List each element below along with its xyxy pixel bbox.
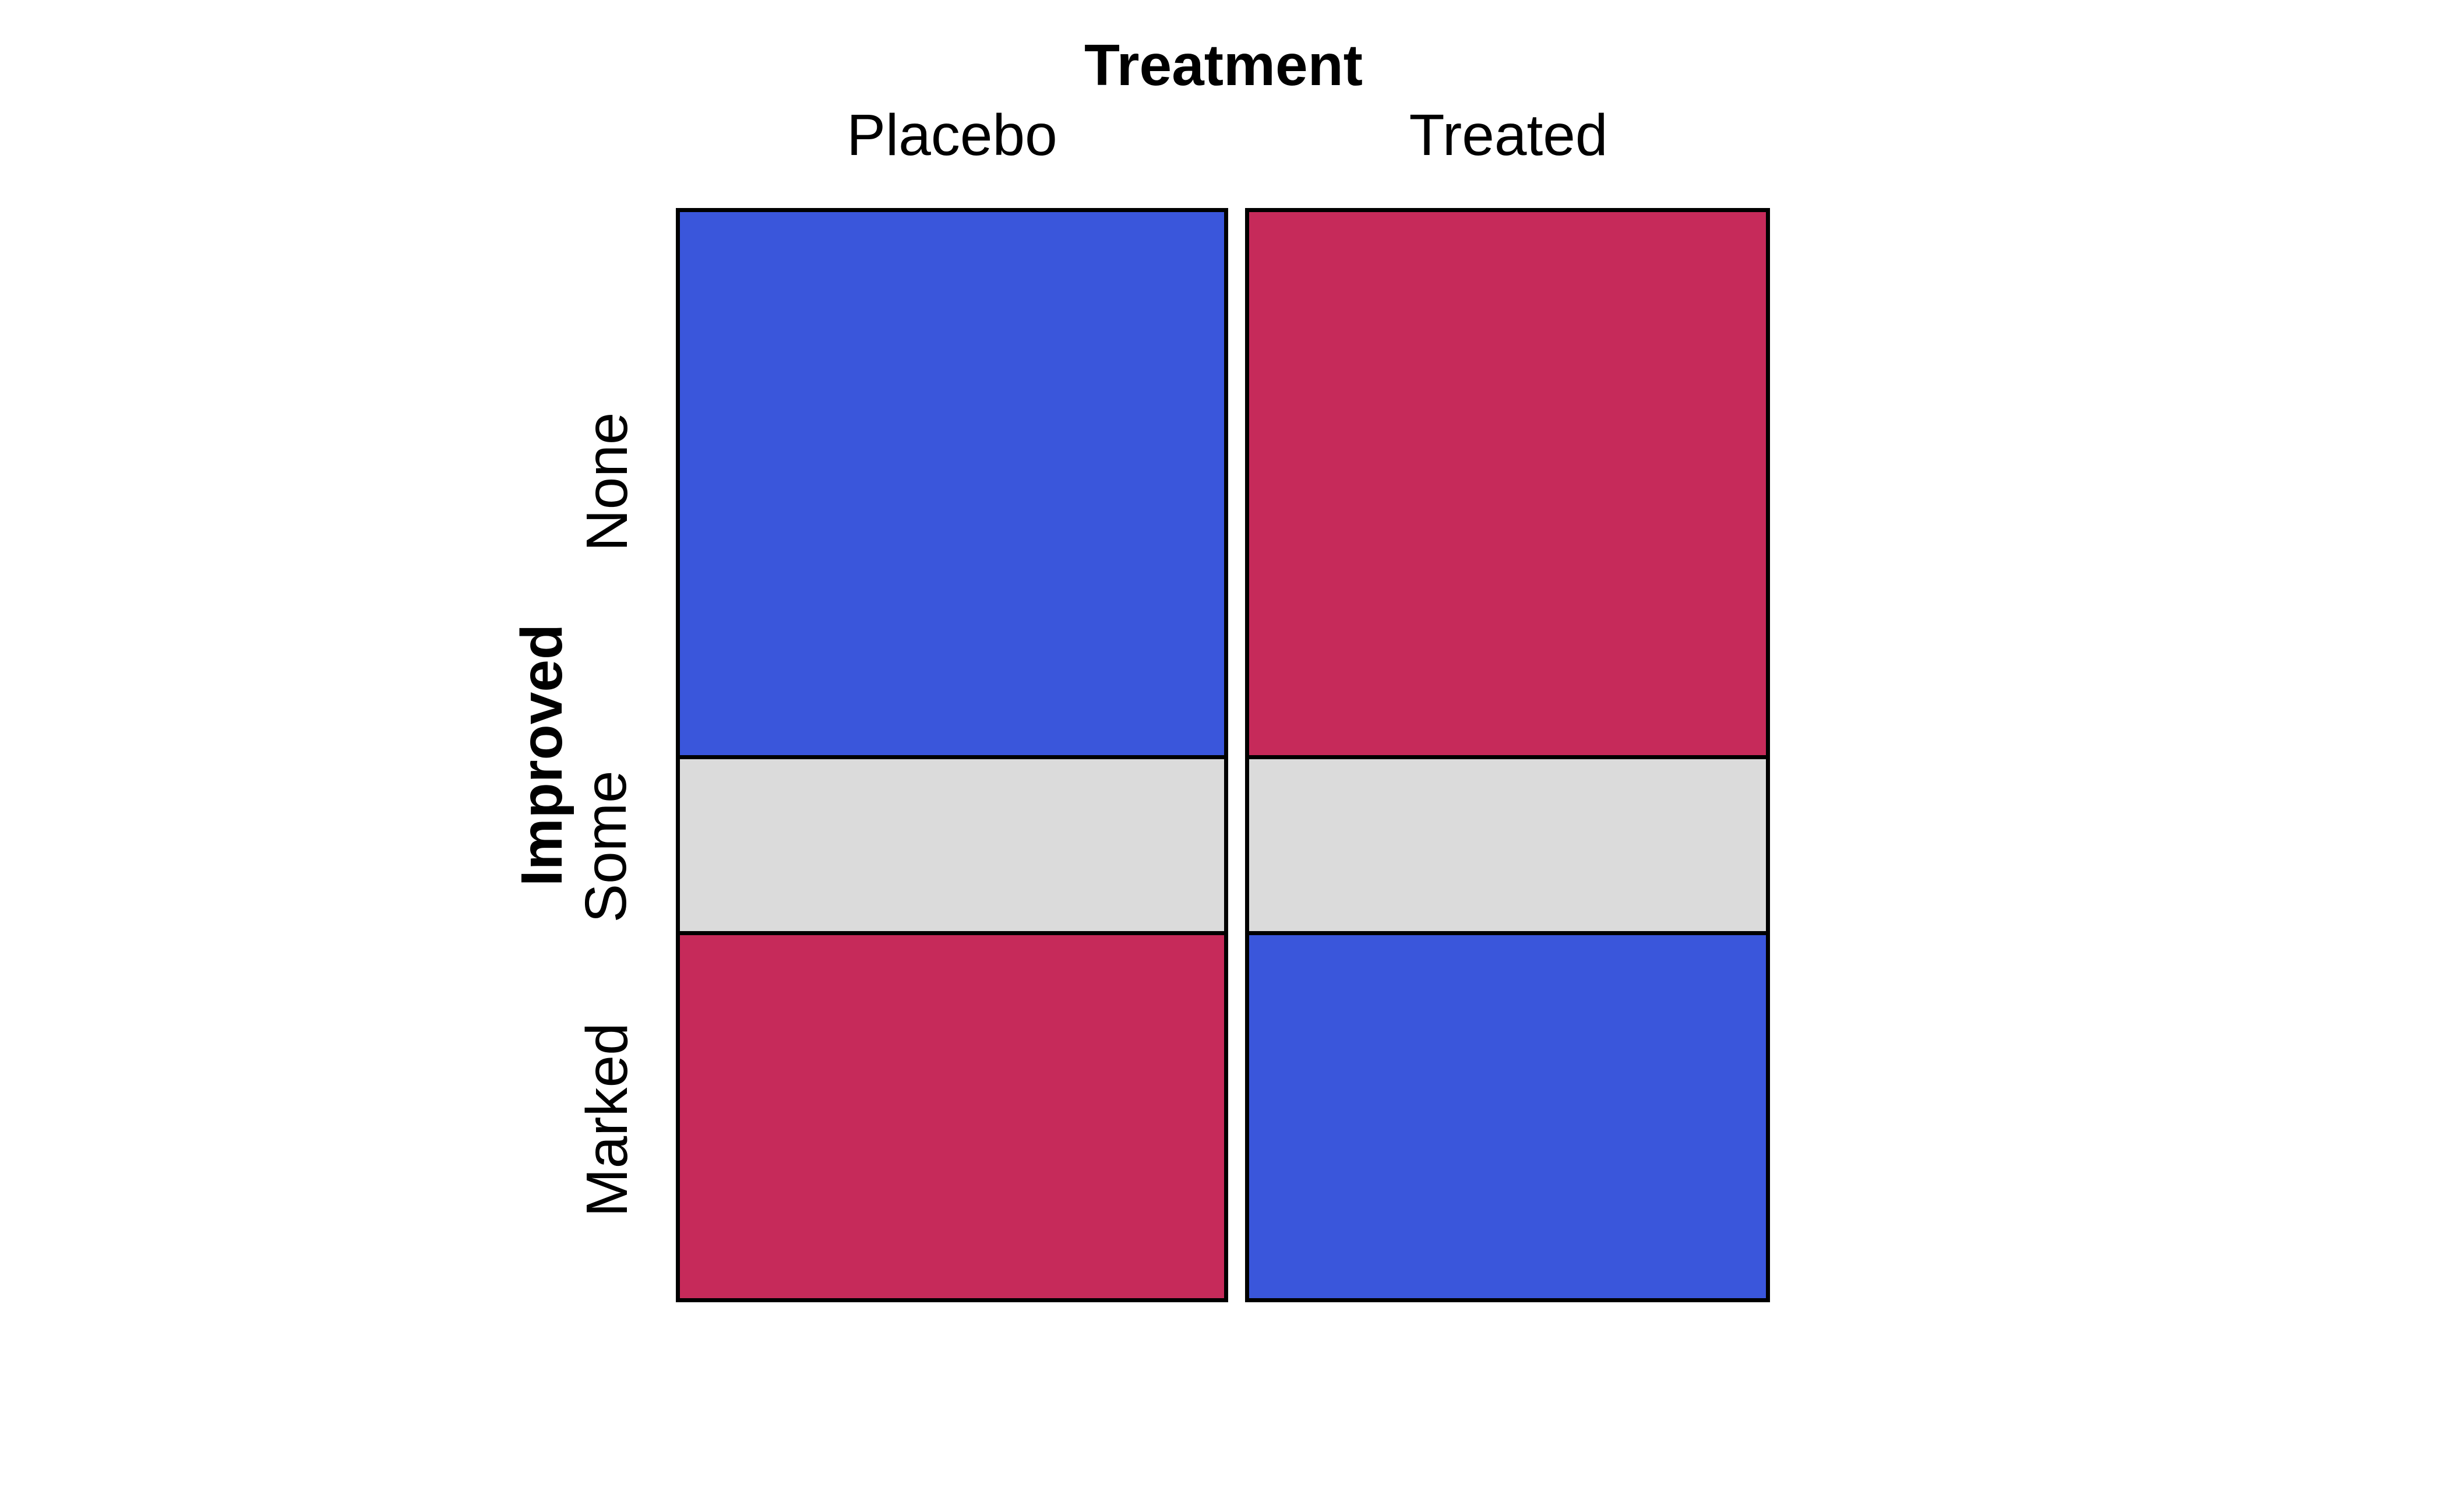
chart-title: Treatment xyxy=(1084,33,1363,98)
row-label-marked: Marked xyxy=(574,1023,640,1217)
tile-treated-some xyxy=(1249,755,1766,936)
tile-placebo-marked xyxy=(680,935,1224,1298)
tile-placebo-none xyxy=(680,212,1224,755)
row-label-none: None xyxy=(574,412,640,552)
tile-treated-none xyxy=(1249,212,1766,755)
column-label-placebo: Placebo xyxy=(847,103,1057,168)
y-axis-title: Improved xyxy=(509,623,574,887)
row-label-some: Some xyxy=(573,770,639,923)
column-label-treated: Treated xyxy=(1409,103,1608,168)
mosaic-column-placebo xyxy=(676,208,1228,1302)
tile-placebo-some xyxy=(680,755,1224,936)
mosaic-column-treated xyxy=(1245,208,1770,1302)
tile-treated-marked xyxy=(1249,935,1766,1298)
